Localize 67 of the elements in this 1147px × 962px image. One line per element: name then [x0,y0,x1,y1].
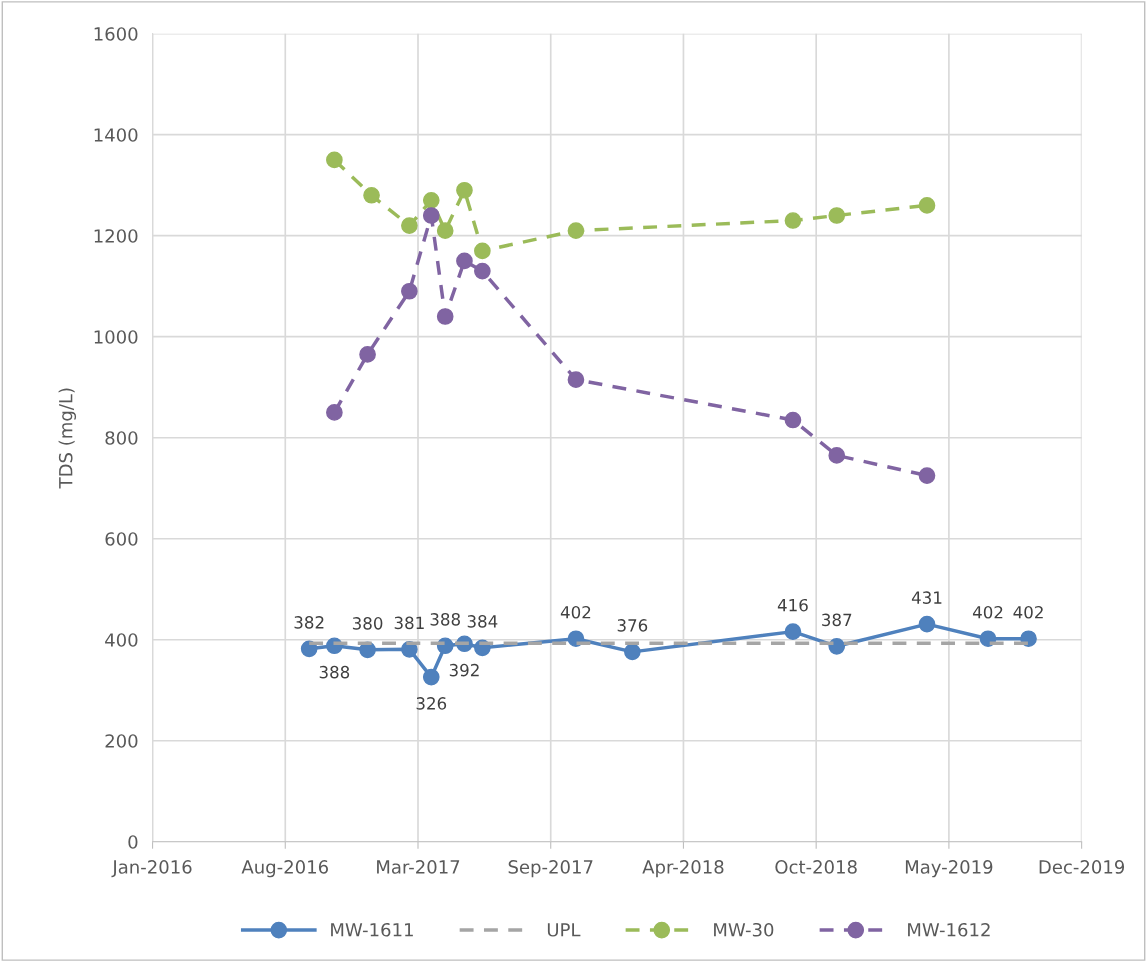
point [401,282,418,300]
data-label: 416 [777,598,808,612]
y-tick-label: 200 [105,734,138,748]
point [567,630,585,648]
data-label: 402 [972,605,1003,619]
data-label: 431 [911,591,942,604]
point [828,207,846,224]
point [422,207,440,224]
data-label: 326 [416,697,447,710]
point [979,630,997,648]
point [918,197,936,214]
y-axis-title: TDS (mg/L) [58,388,77,489]
point [326,151,343,169]
data-label: 388 [319,665,350,679]
point [624,643,641,661]
point [784,411,802,429]
legend-label: MW-1612 [908,922,990,937]
y-tick-label: 0 [128,835,138,849]
data-label: 402 [1013,605,1043,619]
x-tick-label: Aug-2016 [241,860,328,878]
y-tick-label: 800 [105,431,138,445]
point [784,623,802,640]
point [456,181,473,199]
y-tick-label: 1600 [94,27,138,41]
point [422,668,440,686]
y-tick-label: 400 [105,633,138,647]
y-tick-label: 1400 [94,128,138,142]
x-tick-label: Dec-2019 [1039,860,1125,874]
data-label: 376 [617,619,648,632]
point [567,222,585,239]
x-tick-label: Sep-2017 [508,860,593,878]
point [784,212,802,229]
point [363,186,380,204]
point [326,404,343,421]
x-tick-label: Apr-2018 [642,860,724,878]
data-label: 392 [449,663,479,677]
x-tick-label: Mar-2017 [377,860,460,874]
data-label: 382 [294,616,324,629]
point [456,252,473,270]
x-tick-label: Jan-2016 [111,860,192,878]
data-label: 402 [560,605,591,619]
point [918,467,936,484]
point [474,262,491,280]
point [401,217,418,234]
y-tick-label: 600 [105,532,138,546]
data-label: 387 [822,613,852,627]
point [828,447,846,464]
point [300,640,318,658]
data-label: 380 [352,617,383,630]
point [436,308,454,325]
y-tick-label: 1200 [94,229,138,243]
x-tick-label: Oct-2018 [775,860,857,874]
x-tick-label: May-2019 [905,860,993,878]
point [474,242,491,260]
point [422,192,440,209]
legend-label: UPL [547,923,581,937]
data-label: 384 [467,615,498,628]
point [436,222,454,239]
point [828,637,846,655]
legend-label: MW-1611 [331,922,413,937]
point [918,615,936,633]
data-label: 381 [394,616,424,630]
point [359,346,376,363]
data-label: 388 [430,613,460,626]
point [567,371,585,388]
y-tick-label: 1000 [94,330,138,344]
legend-label: MW-30 [714,922,774,937]
